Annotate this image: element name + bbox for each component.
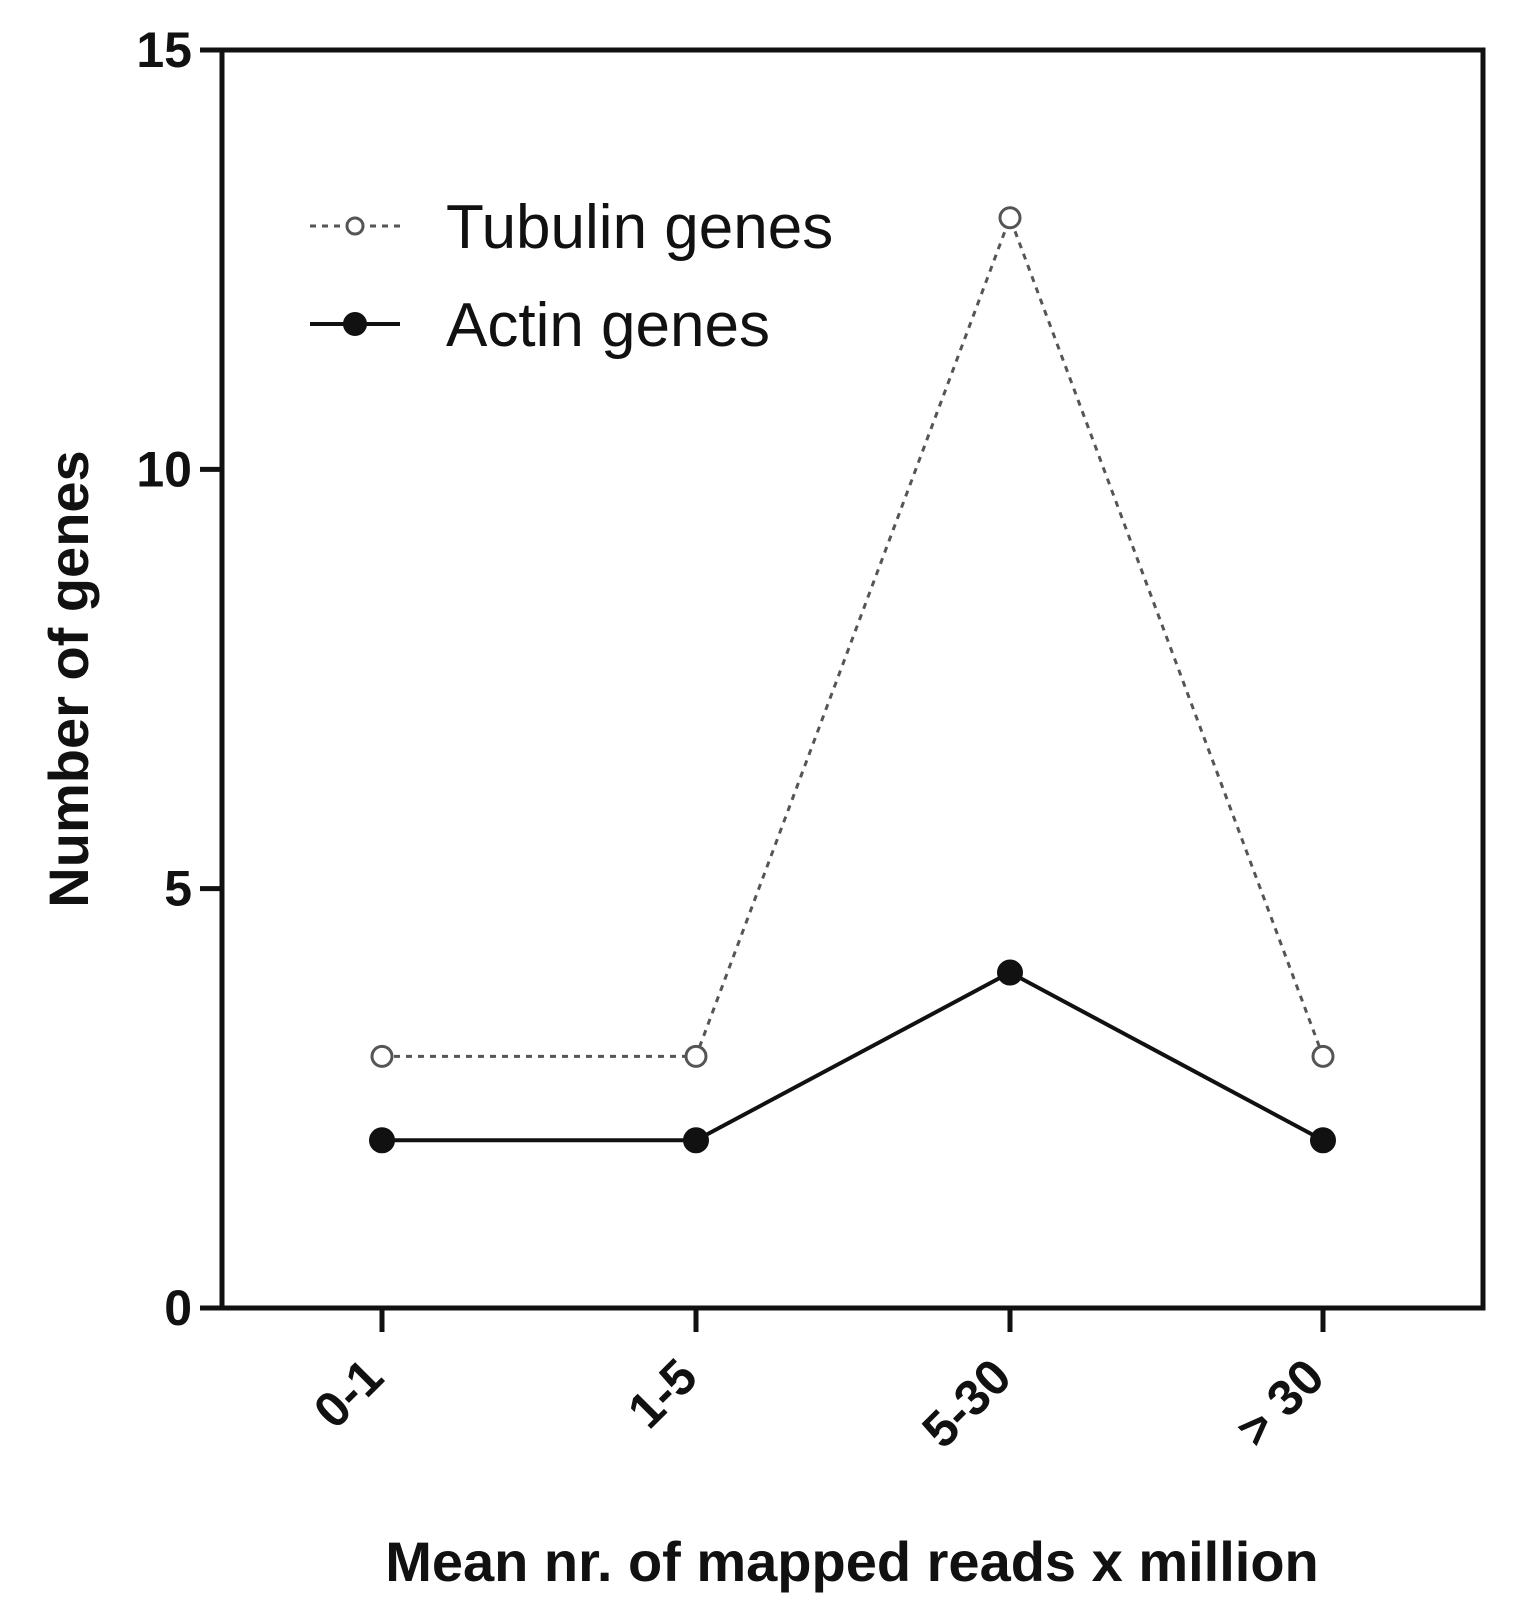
data-point [370, 1044, 394, 1068]
series-tubulin-genes [370, 206, 1335, 1068]
legend-entry: Actin genes [310, 291, 770, 360]
x-tick-label: > 30 [1225, 1348, 1334, 1457]
data-point [369, 1127, 395, 1154]
plot-frame [219, 47, 1486, 1311]
axes-layer [219, 47, 1486, 1311]
series-layer [369, 206, 1336, 1154]
data-point [1311, 1044, 1335, 1068]
data-point [998, 206, 1022, 230]
y-axis-title: Number of genes [37, 450, 100, 907]
series-line [382, 213, 1325, 1058]
data-point [684, 1044, 708, 1068]
legend-label: Actin genes [446, 291, 770, 360]
legend-marker [345, 216, 365, 236]
legend-entry: Tubulin genes [310, 193, 833, 262]
data-point [683, 1127, 709, 1154]
y-axis-ticks: 0 5 10 15 [136, 22, 222, 1336]
x-tick-label: 1-5 [617, 1348, 708, 1439]
x-axis-title: Mean nr. of mapped reads x million [385, 1530, 1319, 1593]
data-point [1310, 1127, 1336, 1154]
x-tick-label: 0-1 [303, 1348, 394, 1439]
legend-marker [343, 312, 367, 336]
y-tick-label: 15 [136, 22, 192, 78]
x-axis-ticks: 0-1 1-5 5-30 > 30 [303, 1308, 1335, 1459]
series-line [382, 970, 1324, 1143]
y-tick-label: 0 [164, 1280, 192, 1336]
legend: Tubulin genes Actin genes [310, 193, 833, 360]
data-point [997, 959, 1023, 986]
y-tick-label: 5 [164, 861, 192, 917]
series-actin-genes [369, 959, 1336, 1154]
legend-label: Tubulin genes [446, 193, 833, 262]
y-tick-label: 10 [136, 441, 192, 497]
x-tick-label: 5-30 [911, 1348, 1021, 1458]
